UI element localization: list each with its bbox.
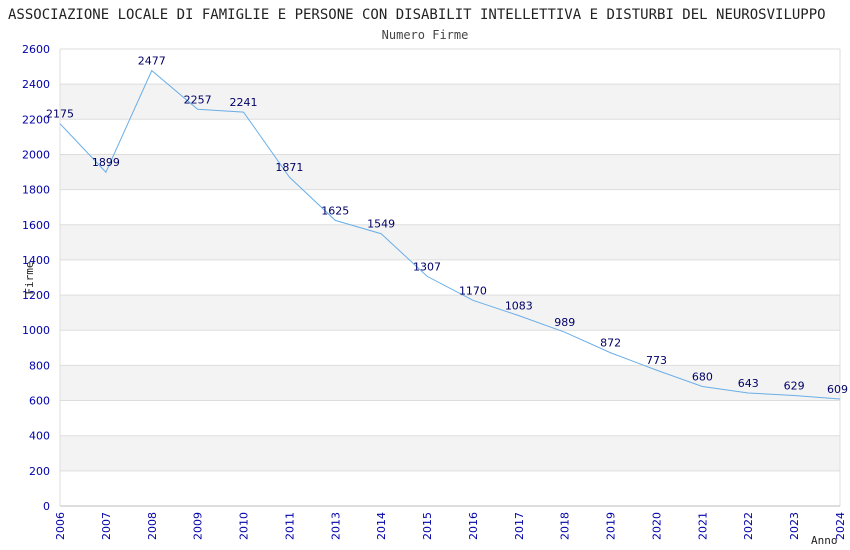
y-tick-label: 2200 [22,113,50,126]
y-axis-label: Firme [23,261,36,294]
grid-band [60,49,840,85]
data-label: 2241 [230,96,258,109]
grid-bands [60,49,840,506]
x-tick-label: 2021 [696,512,709,540]
y-tick-label: 2000 [22,148,50,161]
grid-band [60,435,840,471]
x-tick-label: 2015 [421,512,434,540]
y-tick-label: 200 [29,465,50,478]
x-tick-label: 2022 [742,512,755,540]
data-label: 680 [692,370,713,383]
y-axis-ticks: 0 200 400 600 800 1000 1200 1400 1600 1800 2000 220… [22,43,50,513]
data-label: 1899 [92,156,120,169]
data-label: 2477 [138,55,166,68]
data-label: 989 [554,316,575,329]
x-tick-label: 2016 [467,512,480,540]
grid-band [60,365,840,401]
grid-band [60,154,840,190]
y-tick-label: 0 [43,500,50,513]
x-axis-label: Anno [811,534,838,547]
grid-band [60,84,840,120]
data-label: 2257 [184,93,212,106]
x-tick-label: 2019 [605,512,618,540]
x-tick-label: 2020 [650,512,663,540]
x-tick-label: 2006 [54,512,67,540]
x-tick-label: 2013 [329,512,342,540]
y-tick-label: 1400 [22,254,50,267]
grid-band [60,189,840,225]
data-label: 609 [827,383,848,396]
x-tick-label: 2007 [100,512,113,540]
x-tick-label: 2017 [513,512,526,540]
x-tick-label: 2023 [788,512,801,540]
x-tick-label: 2024 [834,512,847,540]
data-label: 1625 [321,204,349,217]
y-tick-label: 1800 [22,184,50,197]
y-tick-label: 1600 [22,219,50,232]
data-label: 1083 [505,300,533,313]
data-label: 1549 [367,218,395,231]
y-tick-label: 400 [29,430,50,443]
series-line [59,69,841,400]
data-label: 872 [600,337,621,350]
y-tick-label: 2400 [22,78,50,91]
grid-band [60,470,840,506]
grid-band [60,295,840,331]
y-tick-label: 1000 [22,324,50,337]
data-labels: 2175 1899 2477 2257 2241 1871 1625 1549 1307 1170… [46,55,848,396]
data-label: 643 [738,377,759,390]
grid-band [60,259,840,296]
x-tick-label: 2014 [375,512,388,540]
grid-band [60,330,840,366]
chart-title: ASSOCIAZIONE LOCALE DI FAMIGLIE E PERSON… [8,7,826,23]
y-tick-label: 1200 [22,289,50,302]
x-tick-label: 2018 [559,512,572,540]
data-label: 629 [784,379,805,392]
y-tick-label: 600 [29,395,50,408]
x-tick-label: 2010 [238,512,251,540]
x-tick-label: 2009 [192,512,205,540]
data-label: 1170 [459,284,487,297]
x-axis-ticks: 2006 2007 2008 2009 2010 2011 2013 2014 2015 2016… [54,512,847,540]
data-label: 1307 [413,260,441,273]
grid-band [60,119,840,155]
y-tick-label: 800 [29,359,50,372]
data-label: 773 [646,354,667,367]
chart-subtitle: Numero Firme [382,28,469,42]
grid-band [60,400,840,436]
x-tick-label: 2008 [146,512,159,540]
y-tick-label: 2600 [22,43,50,56]
x-tick-label: 2011 [283,512,296,540]
data-label: 2175 [46,108,74,121]
data-label: 1871 [275,161,303,174]
grid-band [60,224,840,260]
grid-lines [60,48,841,507]
